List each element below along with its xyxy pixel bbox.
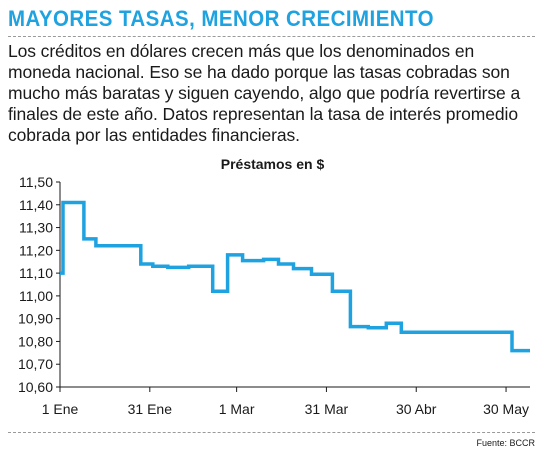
x-tick-label: 1 Mar: [219, 401, 255, 417]
intro-paragraph: Los créditos en dólares crecen más que l…: [8, 41, 521, 145]
source-note: Fuente: BCCR: [476, 438, 535, 448]
y-axis: 11,50 11,40 11,30 11,20 11,10 11,00 10,90 10,80…: [18, 174, 61, 395]
y-tick-label: 11,20: [19, 242, 53, 258]
y-tick-label: 11,10: [19, 265, 53, 281]
y-tick-label: 10,90: [18, 311, 53, 327]
y-tick-label: 11,40: [19, 197, 53, 213]
x-tick-label: 30 Abr: [396, 401, 437, 417]
series-group: [59, 200, 531, 353]
x-tick-label: 1 Ene: [42, 401, 79, 417]
y-tick-label: 10,70: [18, 356, 53, 372]
x-tick-label: 31 Mar: [305, 401, 349, 417]
x-tick-label: 30 May: [483, 401, 529, 417]
y-tick-label: 11,30: [19, 220, 53, 236]
y-tick-label: 11,50: [19, 174, 53, 190]
y-tick-label: 10,80: [18, 333, 53, 349]
top-divider: [8, 36, 535, 37]
headline: MAYORES TASAS, MENOR CRECIMIENTO: [8, 6, 435, 31]
y-tick-label: 11,00: [19, 288, 53, 304]
x-tick-label: 31 Ene: [128, 401, 173, 417]
chart-title: Préstamos en $: [220, 156, 325, 172]
x-axis: 1 Ene 31 Ene 1 Mar 31 Mar 30 Abr 30 May: [42, 386, 530, 417]
bottom-divider: [8, 432, 535, 433]
y-tick-label: 10,60: [18, 379, 53, 395]
series-line: [60, 200, 530, 353]
